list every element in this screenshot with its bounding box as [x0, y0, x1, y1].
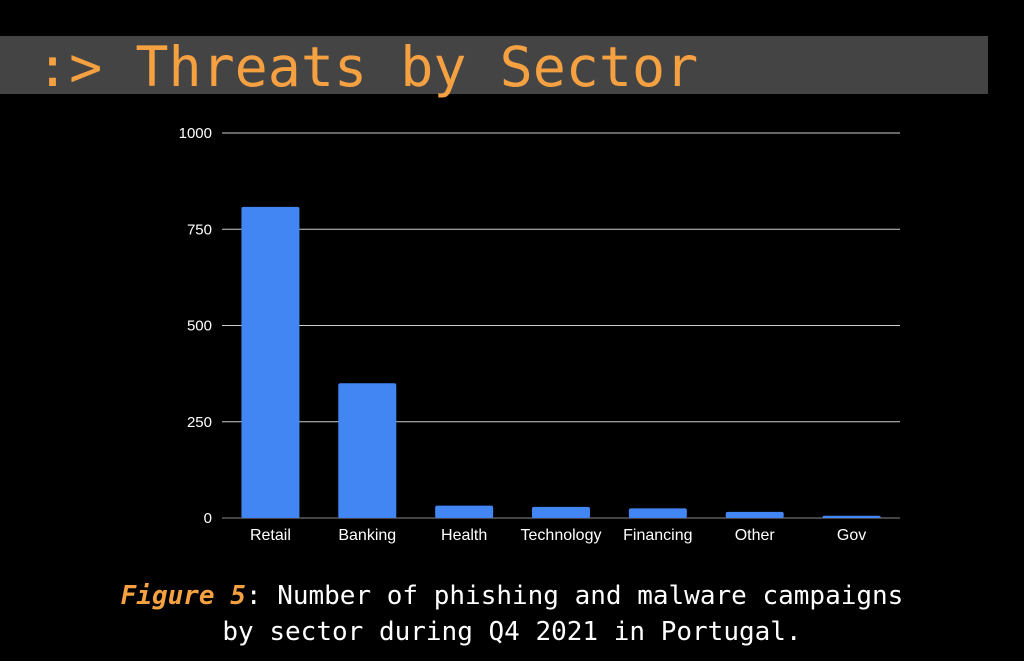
y-axis-ticks: 0 250 500 750 1000: [179, 125, 212, 527]
x-axis-ticks: Retail Banking Health Technology Financing Ot…: [250, 527, 866, 544]
bar-other: [725, 511, 784, 518]
x-tick-label-technology: Technology: [521, 527, 602, 544]
y-tick-label-500: 500: [187, 318, 212, 335]
y-tick-label-750: 750: [187, 221, 212, 238]
figure-caption: Figure 5: Number of phishing and malware…: [0, 578, 1024, 650]
bar-technology: [532, 506, 590, 518]
caption-line-1: Figure 5: Number of phishing and malware…: [0, 578, 1024, 614]
x-tick-label-health: Health: [441, 527, 487, 544]
y-tick-label-250: 250: [187, 414, 212, 431]
x-tick-label-other: Other: [735, 527, 776, 544]
grid-layer: [222, 132, 900, 519]
bar-retail: [241, 206, 300, 519]
figure-label: Figure 5: [120, 581, 246, 611]
bar-financing: [628, 508, 687, 518]
y-tick-label-0: 0: [204, 510, 212, 527]
bar-gov: [822, 515, 881, 518]
bars: [241, 206, 881, 519]
x-tick-label-retail: Retail: [250, 527, 291, 544]
x-tick-label-gov: Gov: [837, 527, 866, 544]
x-tick-label-banking: Banking: [338, 527, 396, 544]
caption-line-2: by sector during Q4 2021 in Portugal.: [222, 617, 802, 647]
y-tick-label-1000: 1000: [179, 125, 212, 142]
page-title: :> Threats by Sector: [36, 35, 699, 99]
bar-banking: [338, 383, 397, 518]
title-bar: :> Threats by Sector: [0, 35, 988, 99]
bar-health: [435, 505, 494, 518]
caption-text-1: : Number of phishing and malware campaig…: [245, 581, 904, 611]
x-tick-label-financing: Financing: [623, 527, 692, 544]
